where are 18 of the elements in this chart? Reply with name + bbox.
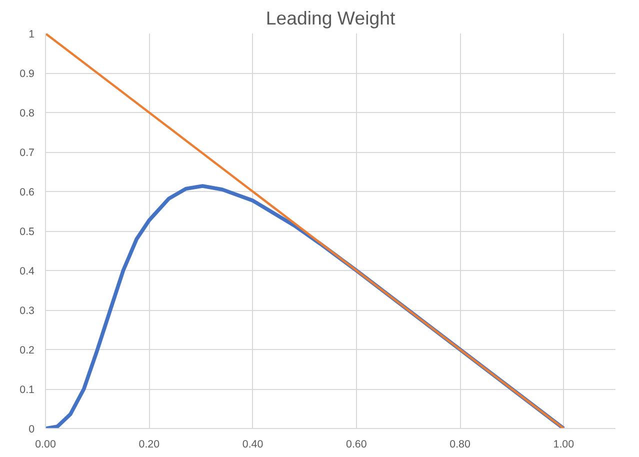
y-tick-label: 0.5 <box>20 226 35 238</box>
x-tick-label: 0.60 <box>346 438 367 450</box>
y-tick-label: 0.6 <box>20 186 35 198</box>
x-tick-label: 0.00 <box>35 438 56 450</box>
x-tick-label: 1.00 <box>553 438 574 450</box>
x-tick-label: 0.80 <box>450 438 470 450</box>
chart-title: Leading Weight <box>266 8 396 28</box>
y-tick-label: 0.8 <box>20 108 35 120</box>
y-tick-label: 0.3 <box>20 305 35 317</box>
y-tick-label: 0 <box>28 424 35 436</box>
y-tick-label: 0.4 <box>20 266 35 278</box>
x-tick-label: 0.20 <box>138 438 160 450</box>
y-tick-label: 0.7 <box>20 147 35 159</box>
y-tick-label: 0.9 <box>20 68 35 80</box>
x-tick-label: 0.40 <box>242 438 264 450</box>
y-tick-label: 1 <box>28 28 35 40</box>
y-tick-label: 0.2 <box>20 344 35 356</box>
y-tick-label: 0.1 <box>20 384 35 396</box>
